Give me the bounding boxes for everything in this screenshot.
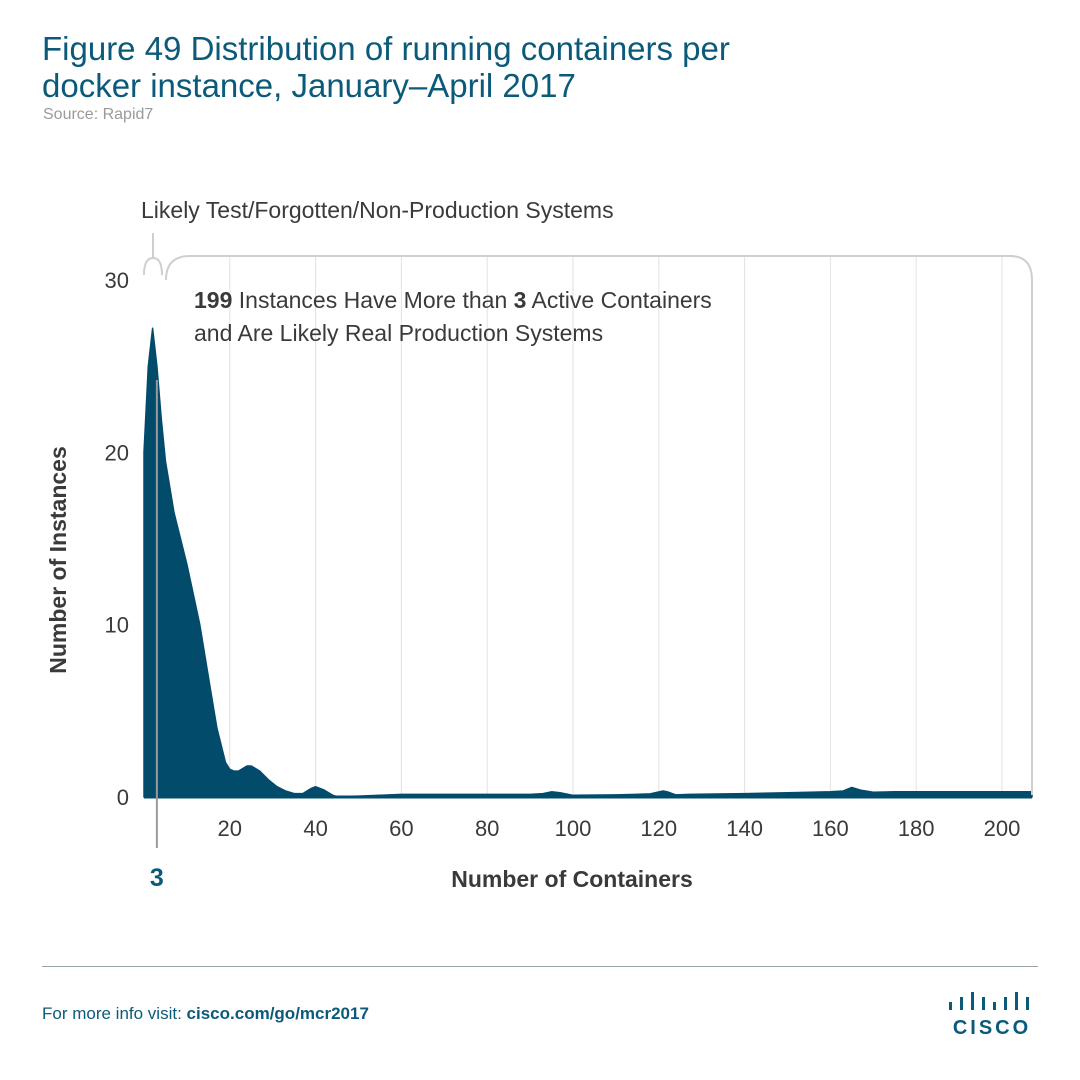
- footer-divider: [42, 966, 1038, 967]
- y-tick-20: 20: [105, 440, 129, 465]
- x-tick-200: 200: [984, 816, 1021, 841]
- title-line-1: Figure 49 Distribution of running contai…: [42, 30, 730, 67]
- x-tick-160: 160: [812, 816, 849, 841]
- footer-link[interactable]: cisco.com/go/mcr2017: [186, 1004, 369, 1023]
- annotation-right-line1: 199 Instances Have More than 3 Active Co…: [194, 287, 712, 313]
- y-tick-0: 0: [117, 785, 129, 810]
- x-axis-label: Number of Containers: [451, 866, 693, 892]
- cisco-logo: CISCO: [946, 990, 1038, 1040]
- x-tick-40: 40: [303, 816, 327, 841]
- annotation-text-a: Instances Have More than: [232, 287, 513, 313]
- annotation-right-line2: and Are Likely Real Production Systems: [194, 320, 603, 346]
- x-tick-100: 100: [555, 816, 592, 841]
- grid-lines: [229, 255, 1003, 797]
- title-line-2: docker instance, January–April 2017: [42, 67, 576, 104]
- annotation-left: Likely Test/Forgotten/Non-Production Sys…: [141, 197, 614, 223]
- source-note: Source: Rapid7: [43, 106, 154, 123]
- annotation-count: 199: [194, 287, 232, 313]
- page-title: Figure 49 Distribution of running contai…: [42, 30, 1042, 104]
- x-tick-120: 120: [640, 816, 677, 841]
- x-tick-80: 80: [475, 816, 499, 841]
- annotation-text-b: Active Containers: [526, 287, 711, 313]
- cisco-wordmark: CISCO: [952, 1017, 1032, 1039]
- data-area: [143, 327, 1033, 798]
- left-bracket: [143, 256, 163, 276]
- right-bracket: [165, 255, 1033, 795]
- y-tick-labels: 0 10 20 30: [105, 268, 129, 810]
- y-tick-10: 10: [105, 613, 129, 638]
- y-axis-label: Number of Instances: [45, 446, 71, 674]
- area-chart: 3 20 40 60 80 100 120 140 160 180 200 0 10 20 30 Lik…: [45, 197, 1033, 892]
- x-tick-140: 140: [726, 816, 763, 841]
- x-tick-labels: 20 40 60 80 100 120 140 160 180 200: [218, 816, 1021, 841]
- x-tick-180: 180: [898, 816, 935, 841]
- cisco-bars-icon: [949, 992, 1029, 1010]
- annotation-threshold: 3: [514, 287, 527, 313]
- footer-info: For more info visit: cisco.com/go/mcr201…: [42, 1004, 369, 1024]
- x-tick-60: 60: [389, 816, 413, 841]
- annotation-brackets: [143, 233, 1033, 795]
- y-tick-30: 30: [105, 268, 129, 293]
- footer-prefix: For more info visit:: [42, 1004, 187, 1023]
- threshold-marker: 3: [150, 380, 164, 892]
- x-tick-20: 20: [218, 816, 242, 841]
- threshold-label: 3: [150, 864, 164, 892]
